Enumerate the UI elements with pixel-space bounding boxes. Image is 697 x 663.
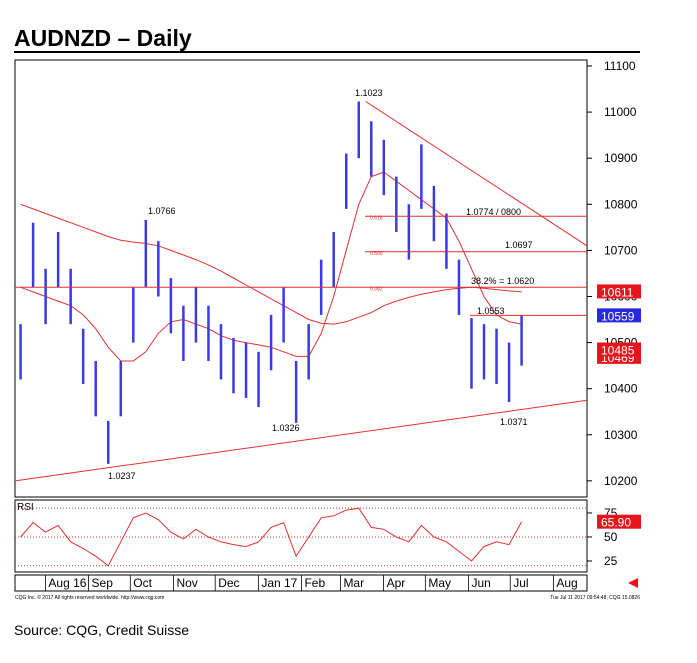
fib-ratio: 0.618 — [370, 215, 383, 221]
rsi-y-tick-label: 25 — [604, 554, 618, 568]
annotation: 1.1023 — [355, 88, 383, 98]
annotation: 1.0326 — [272, 423, 300, 433]
y-tick-label: 10700 — [604, 243, 638, 257]
x-tick-label: Jun — [471, 576, 490, 590]
trendline — [14, 399, 588, 482]
annotation: 1.0237 — [108, 471, 136, 481]
price-frame — [14, 59, 588, 498]
footer-right: Tue Jul 11 2017 09:54:48, CQG 15.0826 — [550, 595, 640, 601]
y-tick-label: 10900 — [604, 151, 638, 165]
rsi-line — [20, 507, 523, 567]
annotation: 1.0553 — [477, 306, 505, 316]
x-tick-label: Oct — [133, 576, 152, 590]
rsi-value-box — [597, 514, 641, 529]
y-tick-label: 11000 — [604, 105, 637, 119]
price-box — [597, 342, 641, 357]
annotation: 1.0774 / 0800 — [466, 207, 521, 217]
rsi-y-tick-label: 50 — [604, 530, 618, 544]
y-tick-label: 10200 — [604, 474, 638, 488]
x-tick-label: Aug — [556, 576, 577, 590]
title: AUDNZD – Daily — [14, 25, 192, 51]
x-tick-label: Aug 16 — [48, 576, 86, 590]
x-tick-label: Dec — [218, 576, 239, 590]
annotation: 1.0697 — [505, 240, 533, 250]
annotation: 1.0371 — [500, 417, 528, 427]
x-tick-label: Apr — [387, 576, 406, 590]
footer-left: CQG Inc. © 2017 All rights reserved worl… — [15, 594, 164, 601]
trendline — [365, 101, 588, 247]
source: Source: CQG, Credit Suisse — [14, 622, 189, 638]
x-tick-label: May — [428, 576, 451, 590]
x-tick-label: Jul — [513, 576, 528, 590]
x-tick-label: Nov — [176, 576, 197, 590]
y-tick-label: 10300 — [604, 428, 638, 442]
annotation: 38.2% = 1.0620 — [471, 276, 534, 286]
y-tick-label: 10800 — [604, 197, 638, 211]
fib-ratio: 0.382 — [370, 286, 383, 292]
moving-average — [20, 203, 522, 325]
scroll-arrow — [628, 578, 638, 588]
y-tick-label: 11100 — [604, 59, 636, 73]
x-tick-label: Feb — [304, 576, 325, 590]
price-box-label: 10611 — [601, 285, 634, 299]
price-box — [597, 308, 641, 323]
x-tick-label: Jan 17 — [261, 576, 297, 590]
x-tick-label: Mar — [343, 576, 364, 590]
price-box-label: 10485 — [601, 343, 635, 357]
price-box-label: 10559 — [601, 309, 635, 323]
rsi-title: RSI — [17, 502, 34, 513]
price-box — [597, 284, 641, 299]
annotation: 1.0766 — [148, 206, 176, 216]
x-tick-label: Sep — [92, 576, 114, 590]
fib-ratio: 0.500 — [370, 251, 383, 257]
rsi-value-label: 65.90 — [601, 516, 631, 530]
rsi-frame — [14, 499, 588, 573]
x-axis-frame — [14, 574, 588, 592]
y-tick-label: 10400 — [604, 382, 638, 396]
